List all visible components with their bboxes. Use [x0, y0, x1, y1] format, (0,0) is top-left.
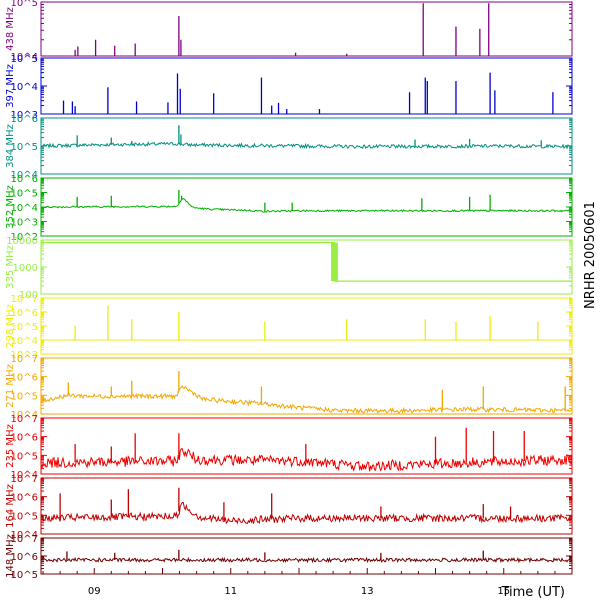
y-tick-label: 10^4 — [11, 470, 38, 481]
y-tick-label: 10^6 — [11, 174, 38, 185]
y-tick-label: 10^5 — [11, 0, 38, 9]
series-label: 335 MHz — [5, 245, 16, 289]
x-tick-label: 09 — [88, 586, 101, 597]
series-line — [41, 242, 572, 282]
y-tick-label: 10^5 — [11, 54, 38, 65]
y-tick-label: 10^4 — [11, 530, 38, 541]
y-tick-label: 10^7 — [11, 354, 38, 365]
y-tick-label: 1000 — [13, 263, 38, 274]
station-date-label: NRHR 20050601 — [583, 201, 598, 309]
y-tick-label: 10^6 — [11, 308, 38, 319]
series-line — [41, 385, 572, 414]
plot-area — [41, 242, 572, 282]
plot-area — [41, 305, 572, 341]
data-block — [331, 242, 338, 282]
series-label: 148 MHz — [5, 534, 16, 578]
panel-frame — [40, 477, 573, 535]
y-tick-label: 10^6 — [11, 552, 38, 563]
panel-frame — [40, 357, 573, 415]
series-line — [41, 502, 572, 525]
y-tick-label: 10^2 — [11, 232, 38, 243]
series-line — [41, 556, 572, 564]
y-tick-label: 10^4 — [11, 410, 38, 421]
y-tick-label: 10^7 — [11, 294, 38, 305]
panel-164-mhz: 10^7 10^6 10^5 10^4 164 MHz — [5, 474, 573, 541]
panel-298-mhz: 10^7 10^6 10^5 10^4 10^3 298 MHz — [5, 294, 573, 361]
y-tick-label: 10^4 — [11, 82, 38, 93]
panel-frame — [40, 417, 573, 475]
plot-area — [41, 427, 572, 472]
y-tick-label: 10^5 — [11, 391, 38, 402]
series-label: 298 MHz — [5, 304, 16, 348]
plot-area — [41, 72, 572, 114]
y-tick-label: 100 — [19, 290, 38, 301]
panel-235-mhz: 10^7 10^6 10^5 10^4 235 MHz — [5, 414, 573, 481]
panel-271-mhz: 10^7 10^6 10^5 10^4 271 MHz — [5, 354, 573, 421]
x-tick-label: 13 — [361, 586, 374, 597]
plot-area — [41, 189, 572, 213]
y-tick-label: 10^5 — [11, 451, 38, 462]
y-tick-label: 10^6 — [11, 493, 38, 504]
panel-frame — [40, 537, 573, 575]
y-tick-label: 10^4 — [11, 52, 38, 63]
y-tick-label: 10^3 — [11, 110, 38, 121]
plot-area — [41, 125, 572, 150]
y-tick-label: 10^7 — [11, 534, 38, 545]
y-tick-label: 10^5 — [11, 189, 38, 200]
panel-frame — [40, 57, 573, 115]
y-tick-label: 10^5 — [11, 511, 38, 522]
y-tick-label: 10^6 — [11, 114, 38, 125]
series-label: 271 MHz — [5, 364, 16, 408]
y-tick-label: 10^5 — [11, 322, 38, 333]
x-axis-label: Time (UT) — [500, 585, 565, 600]
y-tick-label: 10^4 — [11, 203, 38, 214]
plot-area — [41, 371, 572, 414]
series-label: 397 MHz — [5, 64, 16, 108]
series-line — [41, 198, 572, 213]
panel-frame — [40, 239, 573, 295]
series-line — [41, 141, 572, 150]
series-label: 438 MHz — [5, 7, 16, 51]
series-line — [41, 448, 572, 472]
y-tick-label: 10^6 — [11, 433, 38, 444]
panel-frame — [40, 297, 573, 355]
y-tick-label: 10^5 — [11, 142, 38, 153]
y-tick-label: 10^6 — [11, 373, 38, 384]
x-tick-label: 15 — [497, 586, 510, 597]
panel-frame — [40, 1, 573, 57]
series-label: 164 MHz — [5, 484, 16, 528]
series-label: 384 MHz — [5, 124, 16, 168]
x-tick-label: 11 — [224, 586, 237, 597]
series-label: 352 MHz — [5, 185, 16, 229]
plot-area — [41, 487, 572, 525]
plot-area — [41, 3, 572, 56]
series-label: 235 MHz — [5, 424, 16, 468]
y-tick-label: 10^3 — [11, 218, 38, 229]
panel-352-mhz: 10^6 10^5 10^4 10^3 10^2 352 MHz — [5, 174, 573, 243]
y-tick-label: 10^3 — [11, 350, 38, 361]
y-tick-label: 10^4 — [11, 336, 38, 347]
y-tick-label: 10^7 — [11, 414, 38, 425]
y-tick-label: 10^4 — [11, 170, 38, 181]
y-tick-label: 10000 — [6, 236, 38, 247]
plot-area — [41, 549, 572, 564]
panel-384-mhz: 10^6 10^5 10^4 384 MHz — [5, 114, 573, 181]
time-axis: 09 11 13 15 — [42, 568, 573, 597]
y-tick-label: 10^5 — [11, 570, 38, 581]
y-tick-label: 10^7 — [11, 474, 38, 485]
